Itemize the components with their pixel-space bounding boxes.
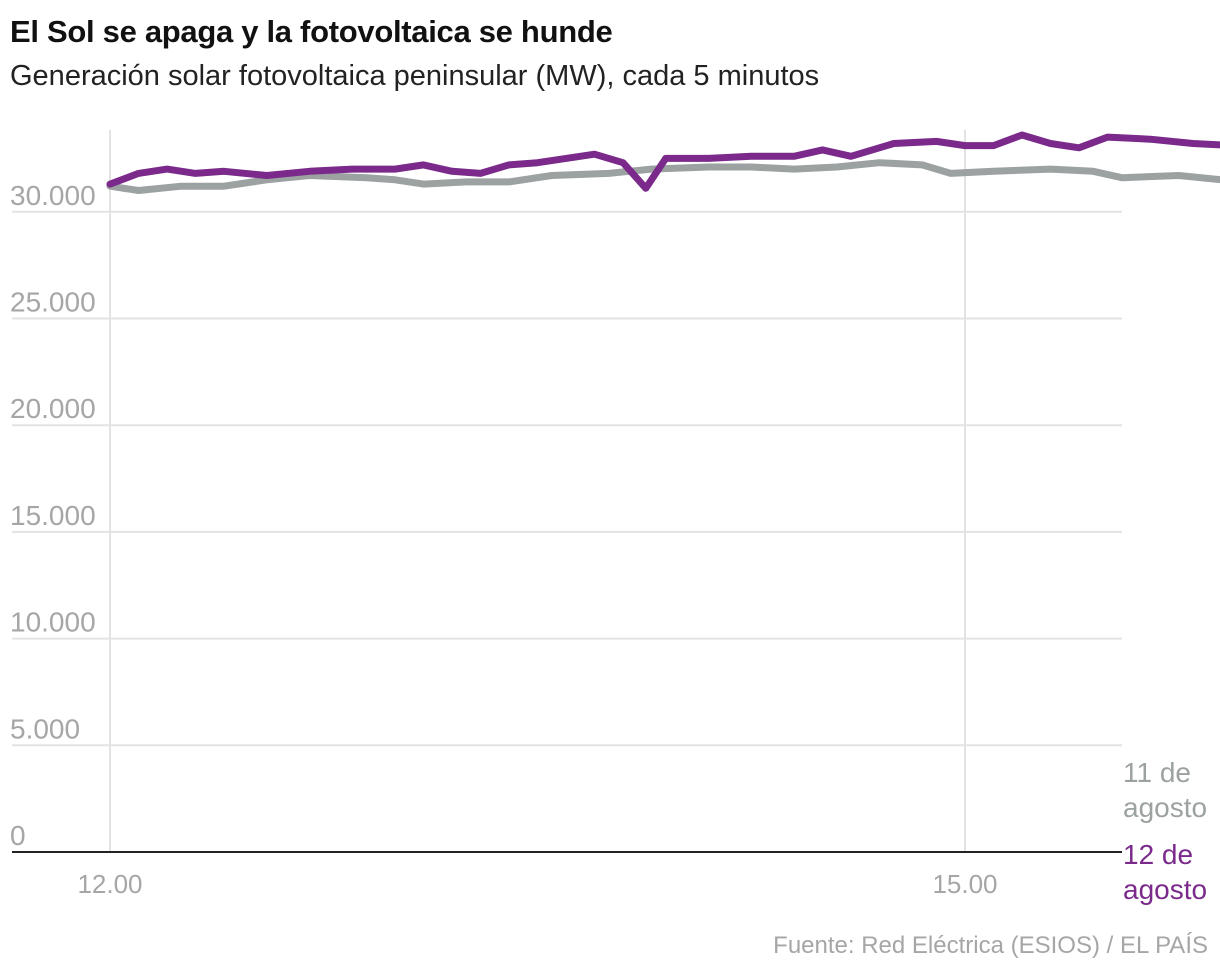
y-tick-label: 25.000 xyxy=(10,287,96,318)
chart-subtitle: Generación solar fotovoltaica peninsular… xyxy=(10,60,820,92)
horizontal-gridlines xyxy=(12,210,1122,747)
y-tick-label: 10.000 xyxy=(10,607,96,638)
series-line-12-agosto xyxy=(106,131,1220,192)
y-tick-label: 30.000 xyxy=(10,180,96,211)
series-end-label-12-agosto: 12 de agosto xyxy=(1123,839,1207,905)
series-end-labels: 11 de agosto 12 de agosto xyxy=(1123,757,1207,905)
y-tick-label: 0 xyxy=(10,820,26,851)
series-lines xyxy=(106,131,1220,194)
source-note: Fuente: Red Eléctrica (ESIOS) / EL PAÍS xyxy=(773,932,1208,959)
y-tick-label: 5.000 xyxy=(10,713,80,744)
series-end-label-11-agosto: 11 de agosto xyxy=(1123,757,1207,823)
series-line-11-agosto xyxy=(106,159,1220,194)
vertical-gridlines xyxy=(109,130,966,852)
y-tick-label: 15.000 xyxy=(10,500,96,531)
x-tick-label: 15.00 xyxy=(932,869,997,899)
y-axis-labels: 0 5.000 10.000 15.000 20.000 25.000 30.000 xyxy=(10,180,96,851)
chart-title: El Sol se apaga y la fotovoltaica se hun… xyxy=(10,14,613,49)
x-tick-label: 12.00 xyxy=(77,869,142,899)
y-tick-label: 20.000 xyxy=(10,393,96,424)
